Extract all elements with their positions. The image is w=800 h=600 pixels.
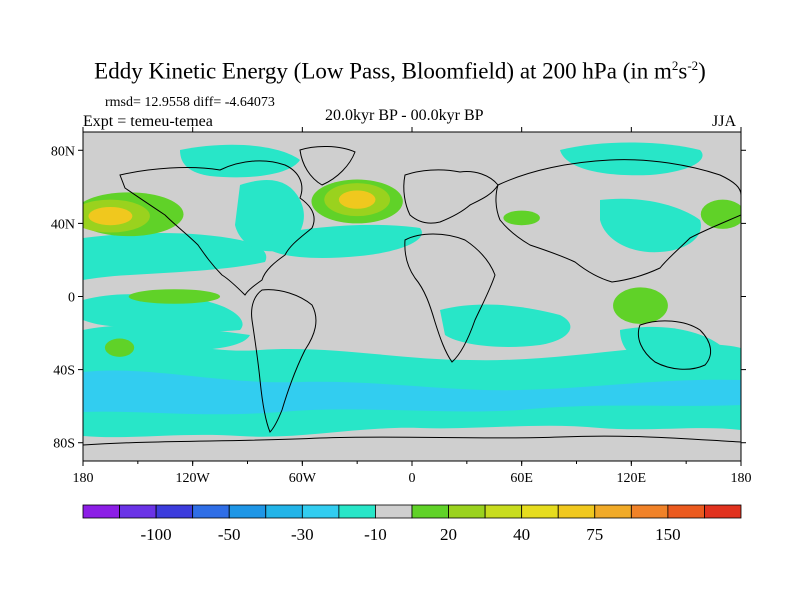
colorbar-box-7 [338,504,376,519]
y-tick-label-1: 40N [51,217,75,232]
anomaly-n-atlantic-core [338,190,376,209]
period-label: 20.0kyr BP - 00.0kyr BP [325,107,484,124]
colorbar-box-0 [82,504,120,519]
colorbar-label-1: -50 [218,525,241,544]
colorbar-box-16 [667,504,705,519]
title-main: Eddy Kinetic Energy (Low Pass, Bloomfiel… [94,58,672,84]
x-axis: 180 120W 60W 0 60E 120E 180 [73,127,752,486]
experiment-label: Expt = temeu-temea [83,113,213,130]
colorbar-boxes [82,504,742,519]
colorbar-box-3 [192,504,230,519]
x-tick-label-5: 120E [617,471,647,486]
indian-ocean-negative [440,304,571,347]
anomaly-field [83,142,741,438]
season-label: JJA [712,113,737,130]
x-tick-label-3: 0 [409,471,416,486]
greenland-coast [299,146,356,186]
africa-coast [404,233,496,363]
colorbar-box-4 [228,504,267,519]
coastlines [83,146,741,446]
southern-ocean-core [83,370,741,415]
title-s: s [678,58,688,84]
europe-coast [403,169,499,224]
anomaly-maritime-continent [613,287,668,324]
anomaly-trop-pacific-ribbon [128,289,221,304]
anomaly-n-pacific-core [88,206,133,226]
tropical-negative [83,294,243,332]
colorbar-box-17 [704,504,742,519]
x-tick-label-6: 180 [731,471,752,486]
y-tick-label-2: 0 [68,291,75,306]
colorbar-box-14 [594,504,632,519]
x-tick-label-1: 120W [176,471,211,486]
colorbar-box-13 [557,504,596,519]
y-tick-label-0: 80N [51,144,75,159]
x-tick-label-2: 60W [289,471,317,486]
north-america-coast [119,160,315,296]
stats-label: rmsd= 12.9558 diff= -4.64073 [105,95,275,110]
colorbar-label-5: 40 [513,525,530,544]
title-sup2: -2 [687,58,699,73]
colorbar-label-3: -10 [364,525,387,544]
anomaly-asia-jet [503,210,540,226]
colorbar-box-10 [448,504,486,519]
chart-title: Eddy Kinetic Energy (Low Pass, Bloomfiel… [0,58,800,85]
colorbar-box-5 [265,504,303,519]
colorbar-box-11 [484,504,523,519]
y-axis: 80N 40N 0 40S 80S [51,144,746,452]
colorbar-box-6 [301,504,340,519]
x-tick-label-4: 60E [510,471,533,486]
colorbar-box-1 [119,504,157,519]
south-america-coast [251,289,317,433]
positive-anomalies [83,179,741,357]
atlantic-negative [270,224,422,258]
australia-coast [637,320,712,370]
colorbar-label-0: -100 [141,525,172,544]
title-sup1: 2 [671,58,679,73]
y-tick-label-3: 40S [53,364,75,379]
colorbar-label-6: 75 [586,525,603,544]
colorbar-box-2 [155,504,194,519]
colorbar-label-4: 20 [440,525,457,544]
y-tick-label-4: 80S [53,437,75,452]
arctic-negative-east [560,142,703,176]
colorbar-box-12 [521,504,559,519]
colorbar-box-15 [630,504,669,519]
colorbar-box-8 [375,504,413,519]
colorbar-label-7: 150 [655,525,681,544]
antarctica-coast [83,435,741,446]
colorbar-box-9 [411,504,449,519]
australia-negative [620,326,720,367]
arctic-negative [180,144,300,178]
colorbar-labels: -100 -50 -30 -10 20 40 75 150 [141,525,681,544]
x-tick-label-0: 180 [73,471,94,486]
colorbar-label-2: -30 [291,525,314,544]
anomaly-pacific-east-asia [700,199,741,229]
anomaly-s-pacific-patch [104,338,135,357]
west-pacific-negative [600,198,701,253]
asia-coast [495,159,741,283]
n-pacific-negative-belt [83,233,267,280]
title-close: ) [698,58,706,84]
